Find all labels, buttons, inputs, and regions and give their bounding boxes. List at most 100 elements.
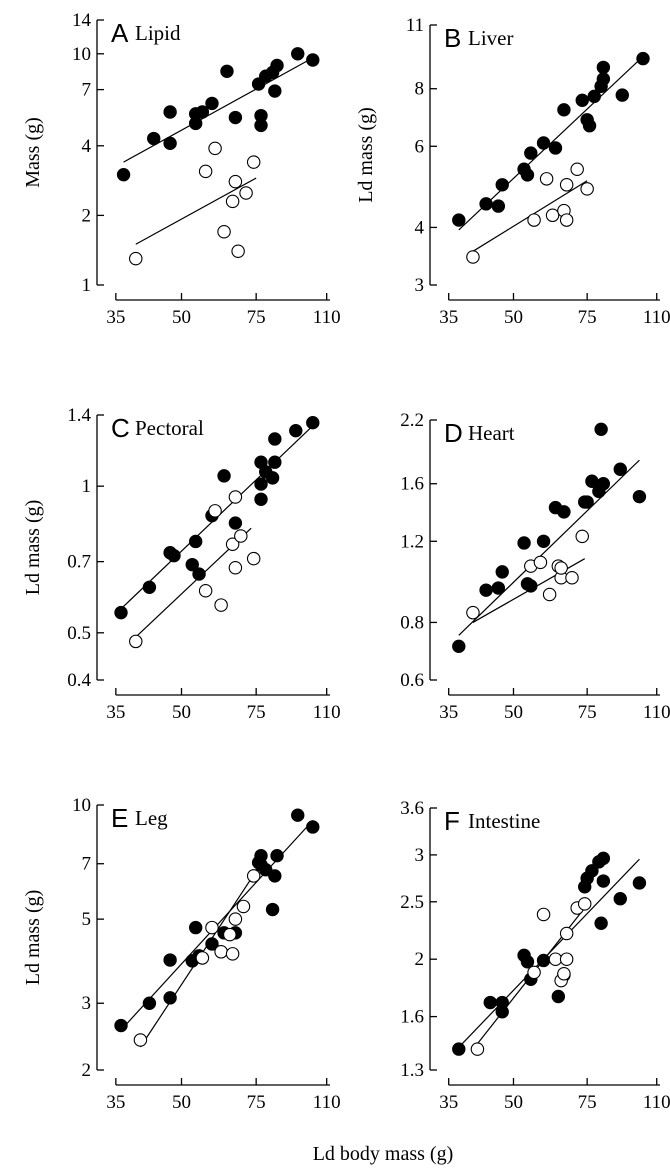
panel-e-filled-point: [270, 848, 284, 863]
panel-e-filled-point: [163, 991, 177, 1005]
panel-b-y-tick-label: 6: [415, 136, 425, 157]
shared-x-axis-title: Ld body mass (g): [313, 1143, 454, 1165]
panel-a-open-point: [231, 244, 245, 258]
panel-b-y-tick-label: 3: [415, 275, 425, 296]
panel-d-open-point: [554, 561, 568, 575]
panel-b-x-tick-label: 35: [439, 307, 458, 328]
panel-f-filled-point: [594, 916, 608, 930]
panel-b-filled-point: [615, 88, 629, 102]
panel-e-y-tick-label: 2: [82, 1060, 92, 1081]
panel-e-open-point: [246, 869, 261, 883]
panel-a-y-tick-label: 4: [82, 136, 92, 157]
panel-a-open-point: [217, 224, 231, 239]
panel-e-filled-point: [163, 953, 177, 967]
panel-f-x-tick-label: 75: [578, 1092, 597, 1113]
panel-a-filled-point: [205, 96, 219, 111]
panel-b-filled-point: [536, 136, 551, 150]
panel-f-filled-point: [551, 989, 566, 1004]
panel-a-filled-point: [254, 118, 268, 133]
panel-b-open-point: [559, 213, 574, 227]
panel-c-filled-point: [254, 477, 268, 491]
panel-c-open-point: [198, 583, 213, 598]
panel-b-filled-point: [491, 199, 506, 213]
panel-f-open-point: [548, 952, 563, 966]
panel-a-open-point: [228, 174, 243, 189]
panel-c-filled-point: [289, 423, 303, 438]
panel-c-y-axis-title: Ld mass (g): [22, 500, 44, 596]
panel-f-open-point: [527, 965, 541, 980]
panel-b-filled-point: [582, 119, 597, 133]
panel-b-filled-point: [587, 89, 601, 104]
panel-b-x-tick-label: 50: [504, 307, 523, 328]
panel-c-y-tick-label: 1: [82, 476, 92, 497]
panel-e-open-point: [225, 947, 240, 961]
panel-a-open-fit-line: [135, 177, 257, 245]
panel-d-filled-point: [536, 534, 551, 548]
panel-b-x-tick-label: 75: [578, 307, 597, 328]
panel-b-filled-point: [548, 141, 563, 155]
panel-f-y-tick-label: 1.6: [400, 1007, 424, 1028]
panel-b-filled-point: [495, 178, 509, 192]
panel-a-filled-point: [163, 105, 177, 119]
panel-f-filled-point: [613, 892, 627, 906]
panel-a-filled-point: [220, 64, 234, 78]
panel-f-filled-point: [483, 995, 497, 1010]
panel-c-y-tick-label: 1.4: [67, 405, 91, 426]
panel-b-open-point: [580, 182, 594, 196]
panel-c-letter: C: [111, 413, 130, 443]
panel-e-filled-point: [265, 902, 280, 917]
panel-d-open-point: [466, 605, 480, 620]
panel-c-open-point: [129, 634, 143, 649]
panel-b-filled-point: [479, 197, 493, 211]
panel-f-x-tick-label: 35: [439, 1092, 458, 1113]
panel-c-filled-point: [188, 534, 203, 549]
panel-e-letter: E: [111, 803, 128, 833]
panel-d-x-tick-label: 35: [439, 702, 458, 723]
panel-c-open-point: [225, 537, 240, 551]
panel-c-open-point: [214, 598, 228, 612]
panel-f-filled-point: [585, 864, 599, 878]
panel-d-filled-fit-line: [458, 459, 640, 636]
panel-e-title: Leg: [135, 806, 168, 830]
panel-d-filled-point: [594, 422, 608, 437]
panel-a-lipid: 1 2 4 7 10 14 35 50 75 110 A Lipid Mass (g): [22, 10, 341, 328]
panel-b-filled-point: [636, 51, 650, 66]
panel-e-x-tick-label: 75: [247, 1092, 266, 1113]
panel-a-x-tick-label: 110: [313, 307, 341, 328]
panel-a-y-tick-label: 7: [82, 80, 92, 101]
panel-d-letter: D: [444, 418, 463, 448]
panel-f-y-tick-label: 3.6: [400, 798, 424, 819]
panel-e-open-point: [133, 1033, 148, 1047]
panel-e-filled-point: [114, 1018, 128, 1033]
panel-d-x-tick-label: 75: [578, 702, 597, 723]
panel-c-y-tick-label: 0.5: [67, 623, 91, 644]
panel-a-title: Lipid: [135, 21, 181, 45]
panel-b-y-tick-label: 4: [415, 217, 425, 238]
panel-b-x-tick-label: 110: [643, 307, 670, 328]
panel-f-open-point: [577, 897, 592, 911]
panel-c-x-tick-label: 75: [247, 702, 266, 723]
panel-c-filled-point: [192, 567, 206, 581]
panel-b-filled-point: [524, 146, 538, 160]
panel-c-x-tick-label: 35: [106, 702, 125, 723]
panel-e-open-point: [236, 899, 251, 914]
panel-a-open-point: [208, 141, 222, 156]
panel-f-filled-point: [596, 851, 611, 866]
panel-f-intestine: 1.3 1.6 2 2.5 3 3.6 35 50 75 110 F Intestine: [400, 798, 670, 1113]
panel-a-open-point: [225, 194, 240, 209]
panel-a-open-point: [239, 186, 253, 200]
panel-d-filled-point: [613, 462, 627, 476]
panel-b-open-point: [539, 172, 554, 186]
panel-d-filled-point: [557, 505, 571, 519]
panel-e-y-tick-label: 10: [72, 795, 91, 816]
panel-a-filled-point: [291, 47, 305, 61]
panel-d-open-point: [565, 571, 579, 585]
panel-b-y-tick-label: 11: [406, 15, 424, 36]
panel-f-open-point: [559, 926, 574, 941]
panel-f-y-tick-label: 2.5: [400, 892, 424, 913]
panel-e-y-tick-label: 3: [82, 993, 92, 1014]
panel-a-x-tick-label: 75: [247, 307, 266, 328]
panel-a-filled-point: [163, 136, 177, 151]
panel-d-open-point: [575, 529, 589, 544]
